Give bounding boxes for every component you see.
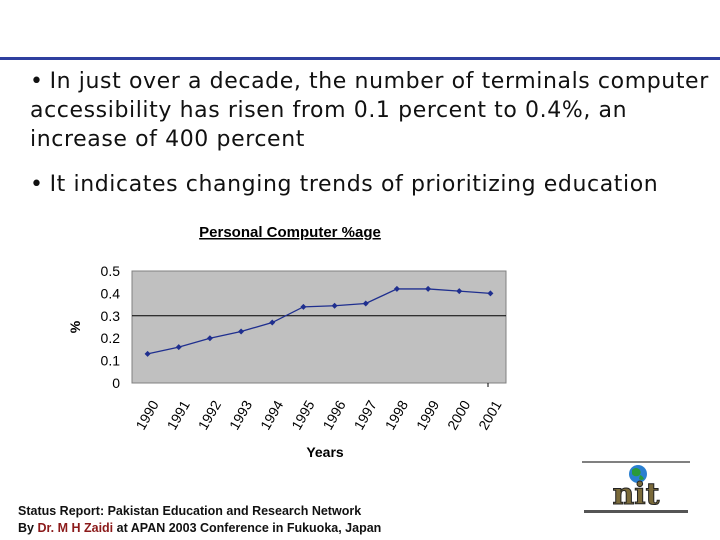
data-point — [300, 303, 307, 310]
bullet-dot: • — [30, 172, 44, 197]
data-point — [362, 300, 369, 307]
x-tick-label: 1991 — [163, 397, 193, 432]
series-line — [147, 288, 491, 355]
x-tick-label: 1994 — [257, 397, 287, 432]
bullet-dot: • — [30, 69, 44, 94]
x-tick-label: 1995 — [288, 397, 318, 432]
x-tick-label: 1992 — [195, 397, 225, 432]
data-point — [393, 285, 400, 292]
bullet-2-text: It indicates changing trends of prioriti… — [49, 172, 659, 197]
y-tick-label: 0.2 — [101, 330, 121, 346]
logo-text: nit — [612, 477, 659, 512]
footer-author: Dr. M H Zaidi — [37, 521, 114, 535]
x-tick-label: 1993 — [226, 397, 256, 432]
data-point — [331, 302, 338, 309]
bullet-1: • In just over a decade, the number of te… — [30, 67, 710, 154]
data-point — [206, 335, 213, 342]
data-point — [238, 328, 245, 335]
chart-title: Personal Computer %age — [199, 224, 381, 241]
footer-by: By — [18, 521, 38, 535]
nit-logo: nit — [582, 461, 690, 513]
x-tick-label: 1998 — [382, 397, 412, 432]
data-point — [425, 285, 432, 292]
bullet-2: • It indicates changing trends of priorit… — [30, 170, 710, 199]
line-chart: Personal Computer %age 00.10.20.30.40.5 … — [67, 224, 507, 460]
data-point — [269, 319, 276, 326]
data-point — [175, 344, 182, 351]
footer: Status Report: Pakistan Education and Re… — [18, 503, 381, 537]
footer-venue: at APAN 2003 Conference in Fukuoka, Japa… — [113, 521, 382, 535]
logo-caption-bar — [584, 510, 688, 513]
bullet-1-text: In just over a decade, the number of ter… — [30, 69, 709, 152]
x-tick-label: 2001 — [475, 397, 505, 432]
x-tick-label: 1997 — [350, 397, 380, 432]
data-point — [144, 350, 151, 357]
y-tick-label: 0.5 — [101, 263, 121, 279]
y-axis-label: % — [67, 320, 83, 333]
footer-line-2: By Dr. M H Zaidi at APAN 2003 Conference… — [18, 520, 381, 537]
y-tick-label: 0 — [112, 375, 120, 391]
top-rule — [0, 57, 720, 60]
x-axis-label: Years — [306, 444, 344, 460]
x-tick-label: 1990 — [132, 397, 162, 432]
plot-area — [131, 270, 507, 384]
y-tick-label: 0.1 — [101, 353, 121, 369]
x-tick-label: 1996 — [319, 397, 349, 432]
footer-line-1: Status Report: Pakistan Education and Re… — [18, 504, 362, 518]
y-tick-label: 0.3 — [101, 308, 121, 324]
data-point — [487, 290, 494, 297]
globe-logo-icon — [629, 465, 647, 483]
x-tick-label: 1999 — [413, 397, 443, 432]
x-tick-label: 2000 — [444, 397, 474, 432]
data-point — [456, 288, 463, 295]
y-tick-label: 0.4 — [101, 285, 121, 301]
